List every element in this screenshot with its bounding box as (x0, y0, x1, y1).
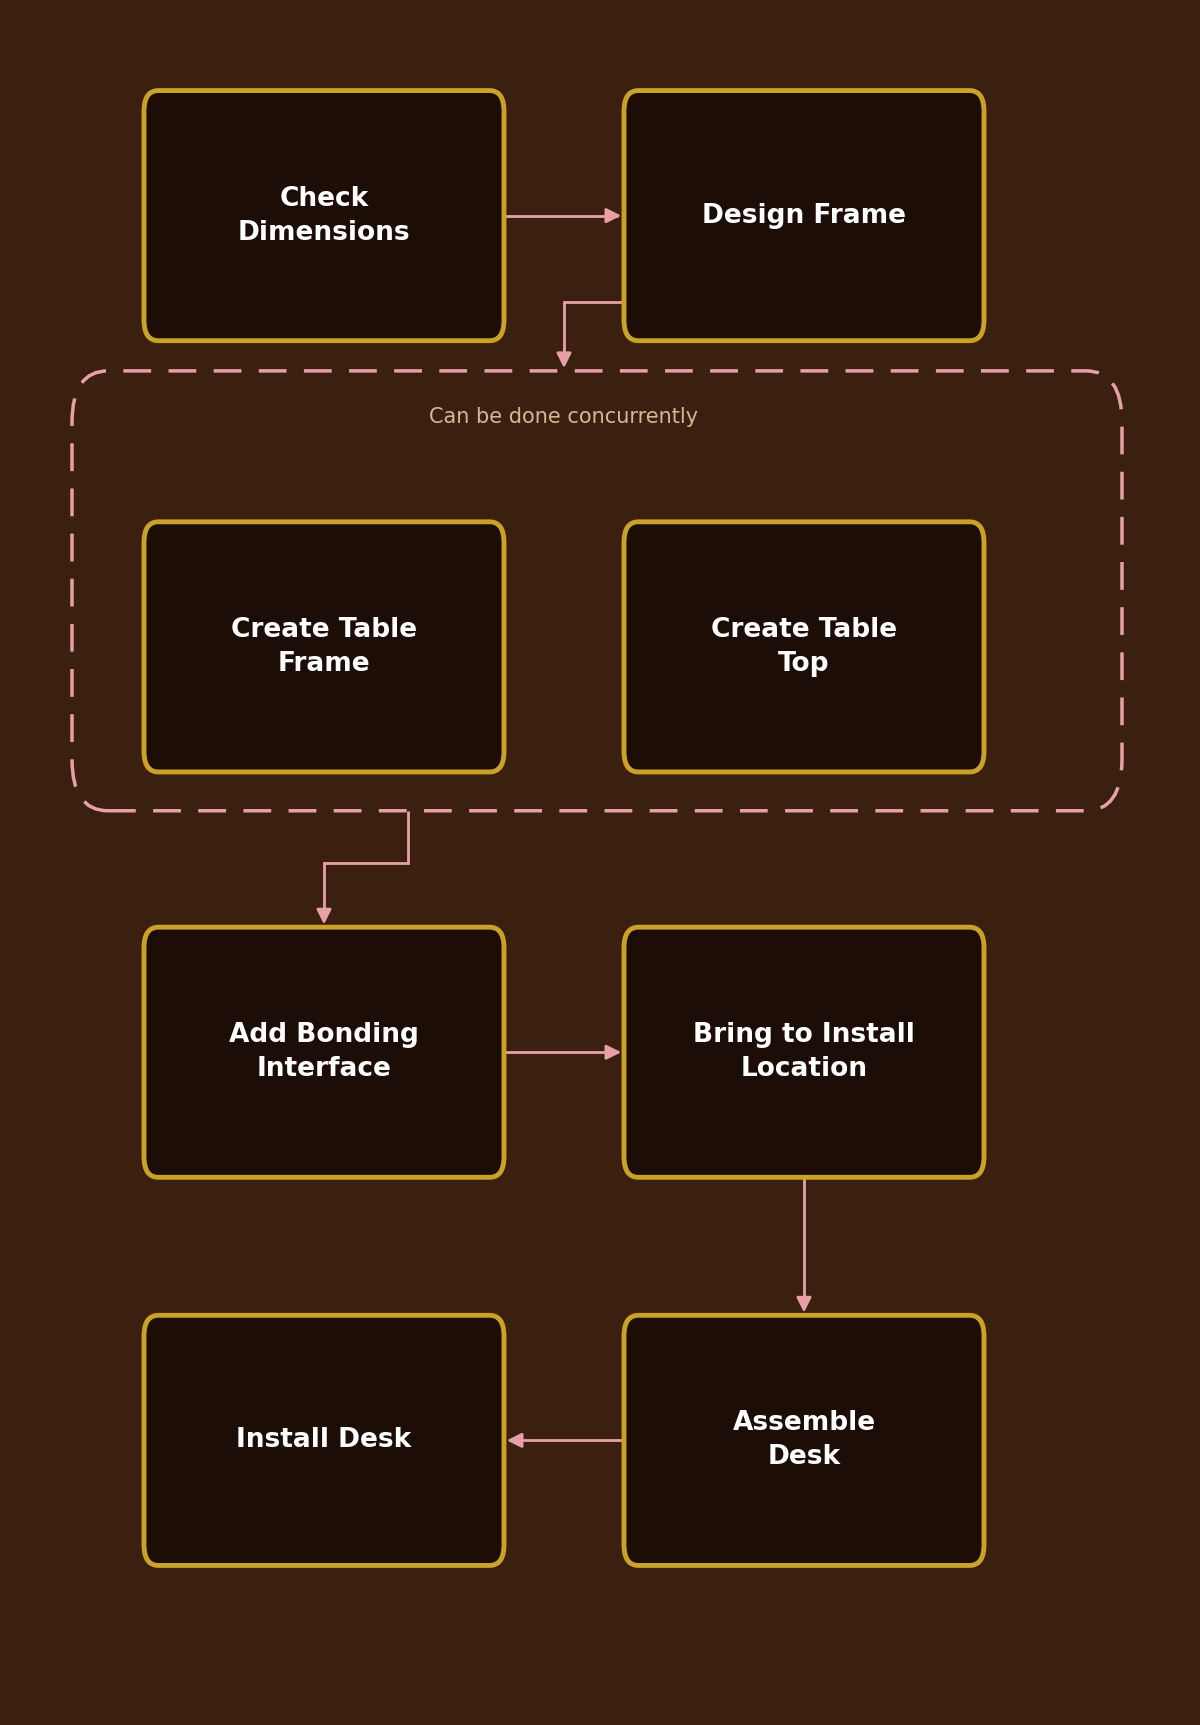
FancyBboxPatch shape (624, 928, 984, 1176)
Text: Add Bonding
Interface: Add Bonding Interface (229, 1023, 419, 1082)
FancyBboxPatch shape (144, 928, 504, 1176)
FancyBboxPatch shape (144, 90, 504, 342)
Text: Can be done concurrently: Can be done concurrently (430, 407, 698, 428)
Text: Create Table
Frame: Create Table Frame (230, 618, 418, 676)
Text: Assemble
Desk: Assemble Desk (732, 1411, 876, 1470)
FancyBboxPatch shape (624, 90, 984, 342)
Text: Bring to Install
Location: Bring to Install Location (694, 1023, 914, 1082)
Text: Design Frame: Design Frame (702, 202, 906, 229)
Text: Check
Dimensions: Check Dimensions (238, 186, 410, 245)
Text: Install Desk: Install Desk (236, 1427, 412, 1454)
FancyBboxPatch shape (624, 521, 984, 773)
FancyBboxPatch shape (144, 1314, 504, 1566)
Text: Create Table
Top: Create Table Top (710, 618, 898, 676)
FancyBboxPatch shape (624, 1314, 984, 1566)
FancyBboxPatch shape (144, 521, 504, 773)
